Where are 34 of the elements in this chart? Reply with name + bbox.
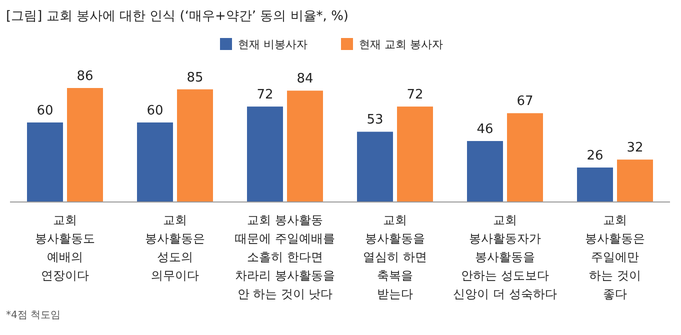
data-label: 85 <box>186 70 204 86</box>
x-tick-label: 교회 봉사활동은 주일에만 하는 것이 좋다 <box>585 213 645 301</box>
bar <box>177 89 213 202</box>
data-label: 46 <box>476 122 494 138</box>
data-label: 84 <box>296 72 314 87</box>
bar <box>357 132 393 202</box>
data-label: 32 <box>626 140 644 156</box>
data-label: 72 <box>256 88 274 103</box>
bar <box>577 168 613 202</box>
x-tick-label: 교회 봉사활동은 성도의 의무이다 <box>145 213 205 282</box>
bar <box>397 106 433 202</box>
bar <box>247 106 283 202</box>
data-label: 60 <box>36 103 54 118</box>
data-label: 67 <box>516 94 534 110</box>
data-label: 26 <box>586 148 604 164</box>
x-tick-label: 교회 봉사활동 때문에 주일예배를 소홀히 한다면 차라리 봉사활동을 안 하는 것이 낫다 <box>235 213 335 301</box>
bar <box>67 88 103 202</box>
bar <box>617 160 653 202</box>
data-label: 72 <box>406 88 424 103</box>
text: *4점 척도임 <box>6 310 61 321</box>
x-tick-label: 교회 봉사활동을 열심히 하면 축복을 받는다 <box>363 213 427 301</box>
x-tick-label: 교회 봉사활동도 예배의 연장이다 <box>35 213 95 282</box>
data-label: 86 <box>76 69 94 84</box>
x-tick-label: 교회 봉사활동자가 봉사활동을 안하는 성도보다 신앙이 더 성숙하다 <box>453 213 557 301</box>
bar <box>507 113 543 202</box>
data-label: 53 <box>366 112 384 128</box>
legend-label: 현재 비봉사자 <box>238 38 308 51</box>
bar <box>467 141 503 202</box>
bar <box>27 122 63 202</box>
data-label: 60 <box>146 103 164 118</box>
chart-title: [그림] 교회 봉사에 대한 인식 (‘매우+약간’ 동의 비율*, %) <box>6 9 348 24</box>
bar <box>287 90 323 202</box>
legend-label: 현재 교회 봉사자 <box>359 38 443 51</box>
bar <box>137 122 173 202</box>
